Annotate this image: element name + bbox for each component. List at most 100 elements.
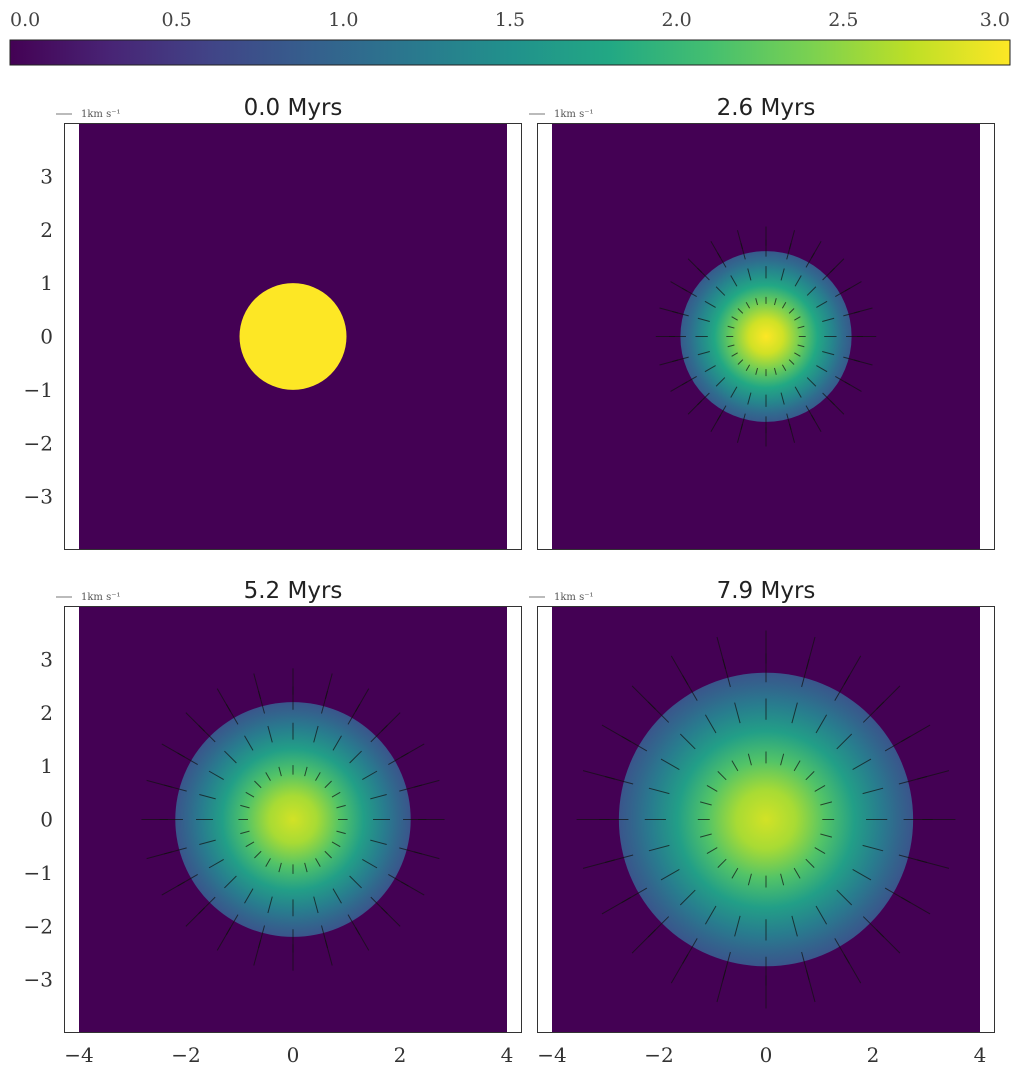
- velocity-arrow: [853, 359, 873, 366]
- velocity-arrow: [755, 298, 759, 306]
- velocity-arrow: [679, 733, 696, 750]
- velocity-arrow: [793, 760, 801, 772]
- velocity-arrow: [811, 241, 822, 259]
- velocity-arrow: [710, 414, 721, 432]
- velocity-arrow: [820, 833, 832, 838]
- velocity-arrow: [324, 673, 333, 700]
- panel-title: 2.6 Myrs: [717, 95, 816, 121]
- density-core: [239, 283, 347, 390]
- velocity-arrow: [370, 793, 387, 800]
- velocity-arrow: [805, 771, 815, 781]
- velocity-arrow: [805, 858, 815, 868]
- velocity-arrow: [816, 300, 828, 308]
- panel-3: 1km s⁻¹ 5.2 Myrs: [56, 578, 522, 1033]
- velocity-arrow: [876, 685, 901, 710]
- y-tick-label: 2: [40, 218, 53, 242]
- velocity-arrow: [216, 927, 231, 951]
- velocity-arrow: [670, 655, 689, 685]
- velocity-arrow: [278, 766, 282, 777]
- velocity-arrow: [332, 735, 342, 751]
- velocity-arrow: [805, 636, 816, 669]
- y-tick-label: 1: [40, 271, 53, 295]
- y-tick-label: −2: [24, 431, 53, 455]
- x-tick-label: 4: [501, 1043, 514, 1067]
- panel-title: 0.0 Myrs: [244, 95, 343, 121]
- y-tick-label: 3: [40, 164, 53, 188]
- velocity-arrow: [601, 724, 631, 742]
- velocity-arrow: [381, 712, 401, 732]
- velocity-quiver: [655, 226, 877, 447]
- velocity-arrow: [793, 867, 801, 879]
- velocity-arrow: [862, 844, 884, 852]
- velocity-arrow: [336, 804, 346, 809]
- velocity-arrow: [362, 858, 378, 869]
- velocity-arrow: [773, 367, 777, 375]
- velocity-arrow: [730, 275, 738, 287]
- colorbar-tick-label: 2.0: [662, 9, 692, 31]
- velocity-arrow: [253, 939, 262, 966]
- x-tick-labels-left: −4 −2 0 2 4: [64, 1043, 513, 1067]
- velocity-arrow: [697, 317, 710, 322]
- y-tick-label: 0: [40, 808, 53, 832]
- y-tick-label: 3: [40, 647, 53, 671]
- velocity-arrow: [304, 862, 308, 873]
- velocity-arrow: [208, 858, 224, 869]
- velocity-arrow: [240, 830, 250, 835]
- velocity-arrow: [805, 970, 816, 1003]
- velocity-arrow: [916, 859, 950, 869]
- velocity-arrow: [715, 377, 726, 387]
- velocity-arrow: [254, 850, 262, 859]
- colorbar: 0.0 0.5 1.0 1.5 2.0 2.5 3.0: [9, 9, 1011, 66]
- velocity-arrow: [199, 839, 216, 846]
- velocity-arrow: [820, 801, 832, 806]
- x-tick-label: 2: [394, 1043, 407, 1067]
- velocity-arrow: [146, 779, 173, 788]
- velocity-arrow: [413, 851, 440, 860]
- velocity-arrow: [315, 858, 321, 867]
- velocity-arrow: [916, 770, 950, 780]
- y-tick-label: 1: [40, 754, 53, 778]
- y-tick-label: −1: [24, 861, 53, 885]
- velocity-arrow: [755, 367, 759, 375]
- velocity-arrow: [244, 888, 254, 904]
- velocity-arrow: [199, 793, 216, 800]
- velocity-arrow: [660, 868, 680, 881]
- velocity-arrow: [648, 844, 670, 852]
- velocity-arrow: [730, 386, 738, 398]
- panel-title: 7.9 Myrs: [717, 578, 816, 604]
- velocity-arrow: [814, 785, 826, 792]
- colorbar-tick-label: 0.5: [162, 9, 192, 31]
- velocity-arrow: [648, 787, 670, 795]
- velocity-arrow: [267, 896, 273, 914]
- velocity-arrow: [727, 325, 735, 329]
- colorbar-gradient: [9, 39, 1011, 66]
- velocity-arrow: [794, 275, 802, 287]
- velocity-arrow: [876, 929, 901, 954]
- velocity-arrow: [253, 673, 262, 700]
- velocity-arrow: [794, 352, 801, 357]
- velocity-arrow: [704, 905, 717, 925]
- velocity-arrow: [789, 424, 796, 443]
- panel-title: 5.2 Myrs: [244, 578, 343, 604]
- velocity-arrow: [244, 735, 254, 751]
- velocity-arrow: [704, 300, 716, 308]
- velocity-arrow: [704, 714, 717, 734]
- velocity-arrow: [731, 316, 738, 321]
- velocity-arrow: [631, 929, 656, 954]
- y-tick-label: −3: [24, 968, 53, 992]
- velocity-arrow: [781, 364, 787, 372]
- velocity-arrow: [797, 325, 805, 329]
- axes-frame: [64, 606, 522, 1033]
- velocity-arrow: [349, 875, 362, 889]
- velocity-arrow: [737, 308, 744, 314]
- velocity-arrow: [844, 281, 862, 292]
- velocity-arrow: [161, 743, 185, 758]
- velocity-arrow: [806, 377, 817, 387]
- velocity-arrow: [245, 791, 255, 798]
- velocity-arrow: [901, 724, 931, 742]
- velocity-arrow: [811, 414, 822, 432]
- velocity-arrow: [381, 907, 401, 927]
- panels: 1km s⁻¹ 0.0 Myrs 1km s⁻¹ 2.6 Myrs 1km s⁻¹ 5.2…: [56, 95, 995, 1033]
- velocity-arrow: [332, 888, 342, 904]
